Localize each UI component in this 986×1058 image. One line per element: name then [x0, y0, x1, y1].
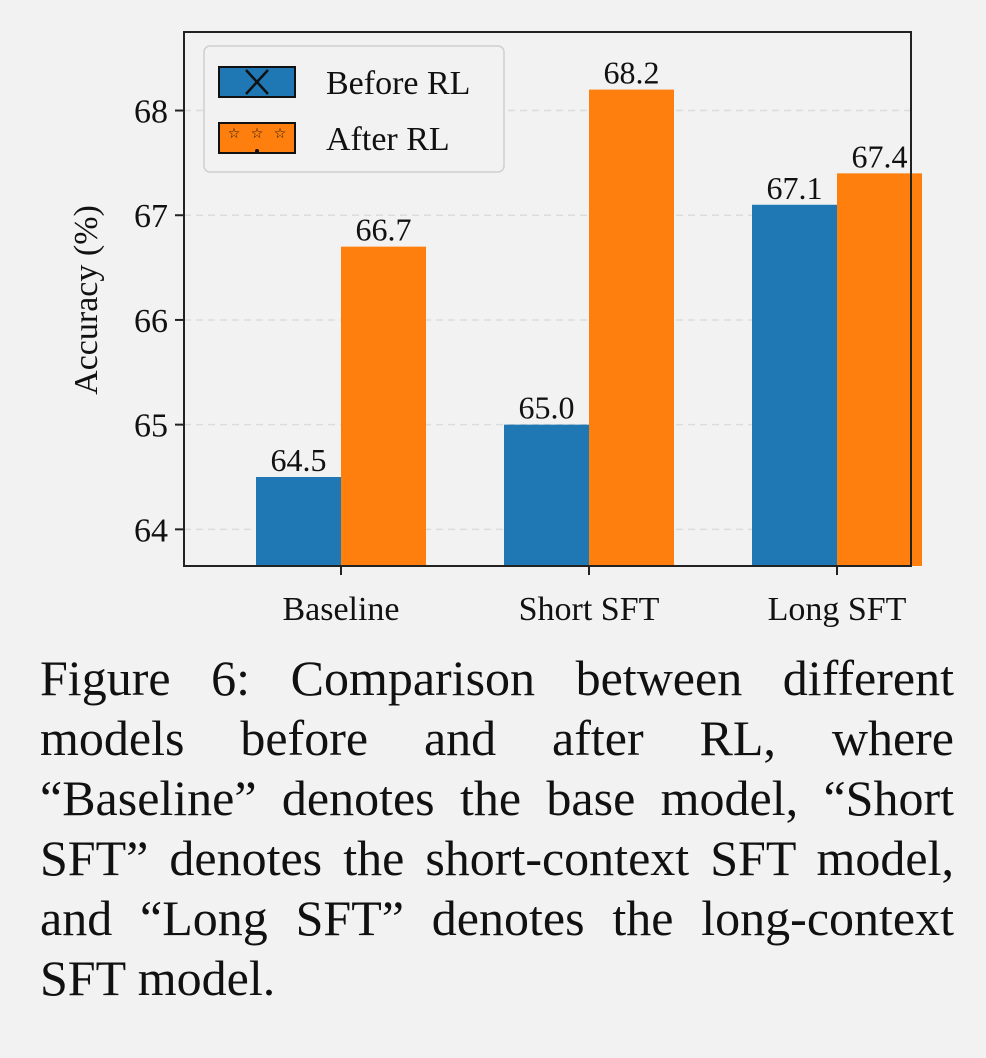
legend-swatch-after-rl: ☆ ☆ ☆ [218, 122, 296, 154]
y-tick-label: 64 [134, 512, 168, 549]
bar-after-rl [341, 246, 426, 566]
legend-label: After RL [326, 121, 450, 158]
bar-before-rl [504, 424, 589, 566]
x-tick-label: Baseline [282, 591, 399, 628]
y-tick-label: 68 [134, 94, 168, 131]
bar-value-label: 67.4 [852, 138, 908, 174]
x-tick-label: Short SFT [519, 591, 660, 628]
axis-ticks: 64 65 66 67 68 Baseline Short SFT Long SFT [134, 94, 907, 628]
y-tick-label: 65 [134, 408, 168, 445]
legend-label: Before RL [326, 65, 470, 102]
bar-value-label: 68.2 [604, 55, 660, 91]
bar-chart: 64.5 65.0 67.1 66.7 68.2 67.4 64 65 66 67 68 Basel… [68, 31, 922, 628]
bars: 64.5 65.0 67.1 66.7 68.2 67.4 [256, 55, 922, 567]
svg-text:☆: ☆ [228, 126, 241, 142]
bar-after-rl [589, 89, 674, 567]
figure-caption: Figure 6: Comparison between different m… [40, 650, 954, 1006]
bar-before-rl [256, 477, 341, 566]
y-tick-label: 66 [134, 303, 168, 340]
svg-text:☆: ☆ [251, 126, 264, 142]
bar-value-label: 64.5 [271, 442, 327, 478]
bar-after-rl [837, 173, 922, 566]
bar-value-label: 67.1 [767, 170, 823, 206]
y-axis-label: Accuracy (%) [68, 205, 105, 395]
legend-swatch-before-rl [218, 66, 296, 98]
plot-frame [183, 31, 912, 567]
legend: Before RL ☆ ☆ ☆ After RL [203, 45, 505, 173]
x-tick-label: Long SFT [768, 591, 907, 628]
svg-text:☆: ☆ [274, 126, 287, 142]
bar-before-rl [752, 204, 837, 566]
bar-value-label: 66.7 [356, 212, 412, 248]
y-tick-label: 67 [134, 198, 168, 235]
bar-value-label: 65.0 [519, 390, 575, 426]
